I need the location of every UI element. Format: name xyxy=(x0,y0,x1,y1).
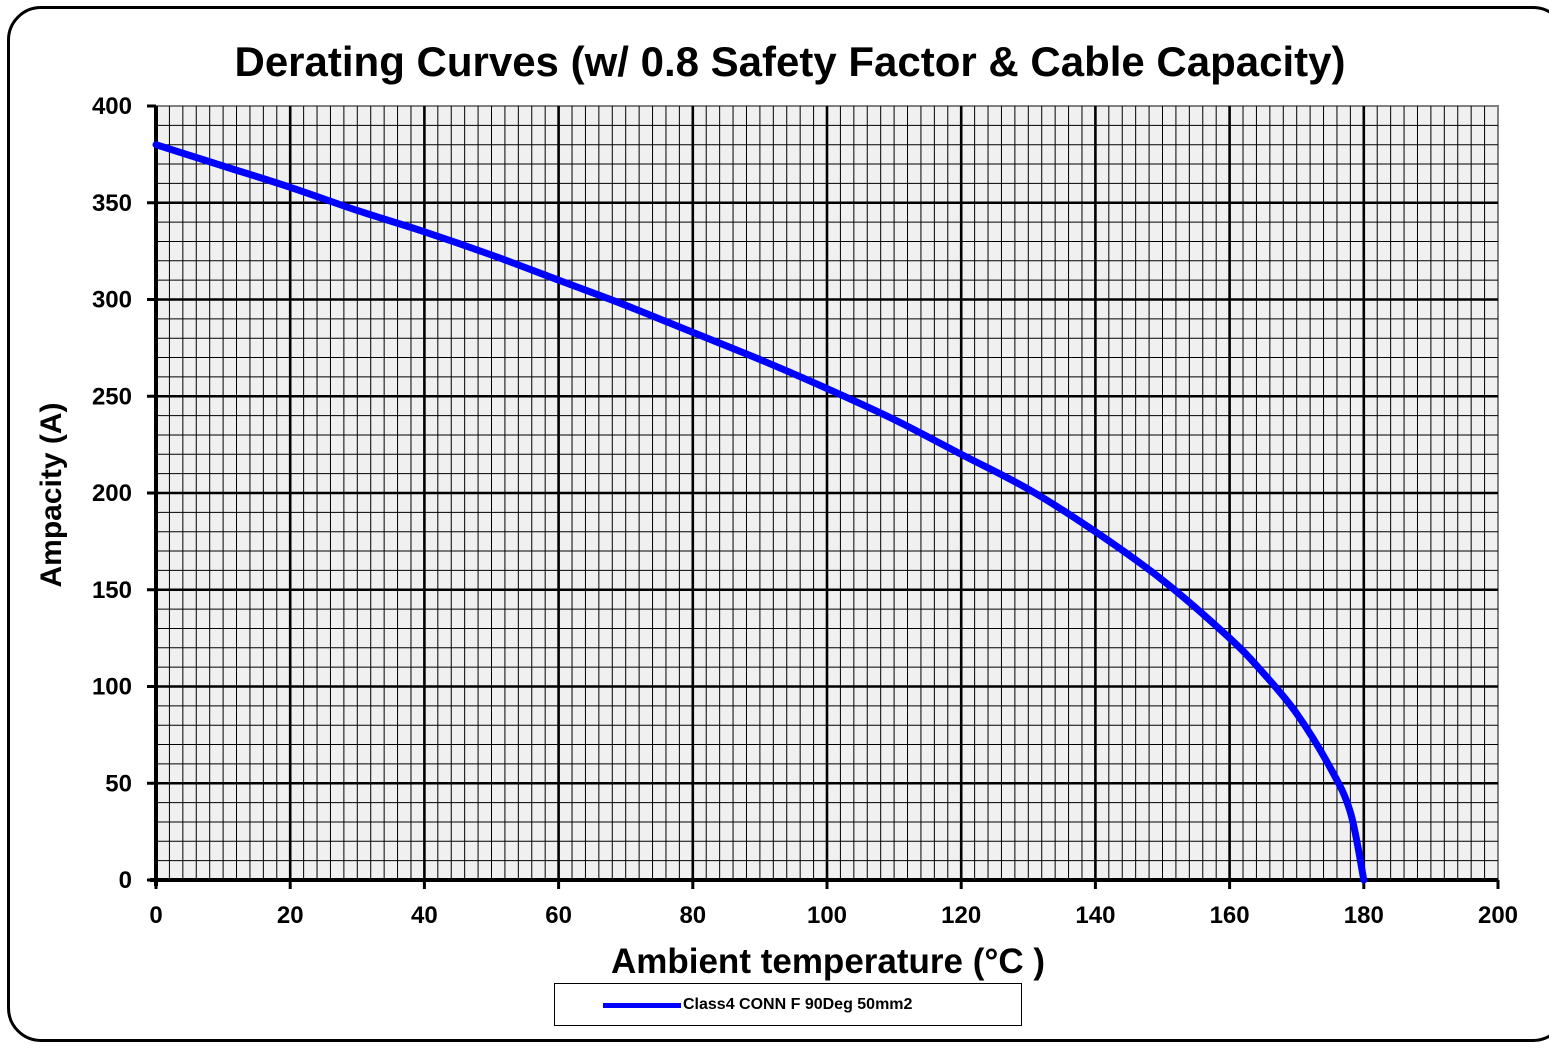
legend-series-label: Class4 CONN F 90Deg 50mm2 xyxy=(683,996,913,1013)
x-tick-label: 200 xyxy=(1478,902,1518,929)
y-tick-label: 0 xyxy=(119,867,132,894)
y-tick-label: 150 xyxy=(92,577,132,604)
x-tick-label: 140 xyxy=(1075,902,1115,929)
x-tick-label: 160 xyxy=(1210,902,1250,929)
y-tick-label: 400 xyxy=(92,93,132,120)
x-tick-label: 100 xyxy=(807,902,847,929)
y-tick-label: 200 xyxy=(92,480,132,507)
x-axis-title: Ambient temperature (°C ) xyxy=(610,942,1046,981)
x-tick-label: 60 xyxy=(545,902,572,929)
legend: Class4 CONN F 90Deg 50mm2 xyxy=(554,983,1022,1026)
legend-series-swatch xyxy=(603,1003,681,1008)
y-tick-label: 100 xyxy=(92,674,132,701)
y-tick-label: 250 xyxy=(92,383,132,410)
series-line xyxy=(152,141,1368,884)
y-tick-label: 300 xyxy=(92,287,132,314)
x-tick-label: 0 xyxy=(149,902,162,929)
x-tick-label: 180 xyxy=(1344,902,1384,929)
x-tick-label: 120 xyxy=(941,902,981,929)
x-tick-label: 20 xyxy=(277,902,304,929)
y-tick-label: 50 xyxy=(105,770,132,797)
y-tick-label: 350 xyxy=(92,190,132,217)
x-tick-label: 80 xyxy=(679,902,706,929)
x-tick-label: 40 xyxy=(411,902,438,929)
chart-title: Derating Curves (w/ 0.8 Safety Factor & … xyxy=(234,38,1346,85)
